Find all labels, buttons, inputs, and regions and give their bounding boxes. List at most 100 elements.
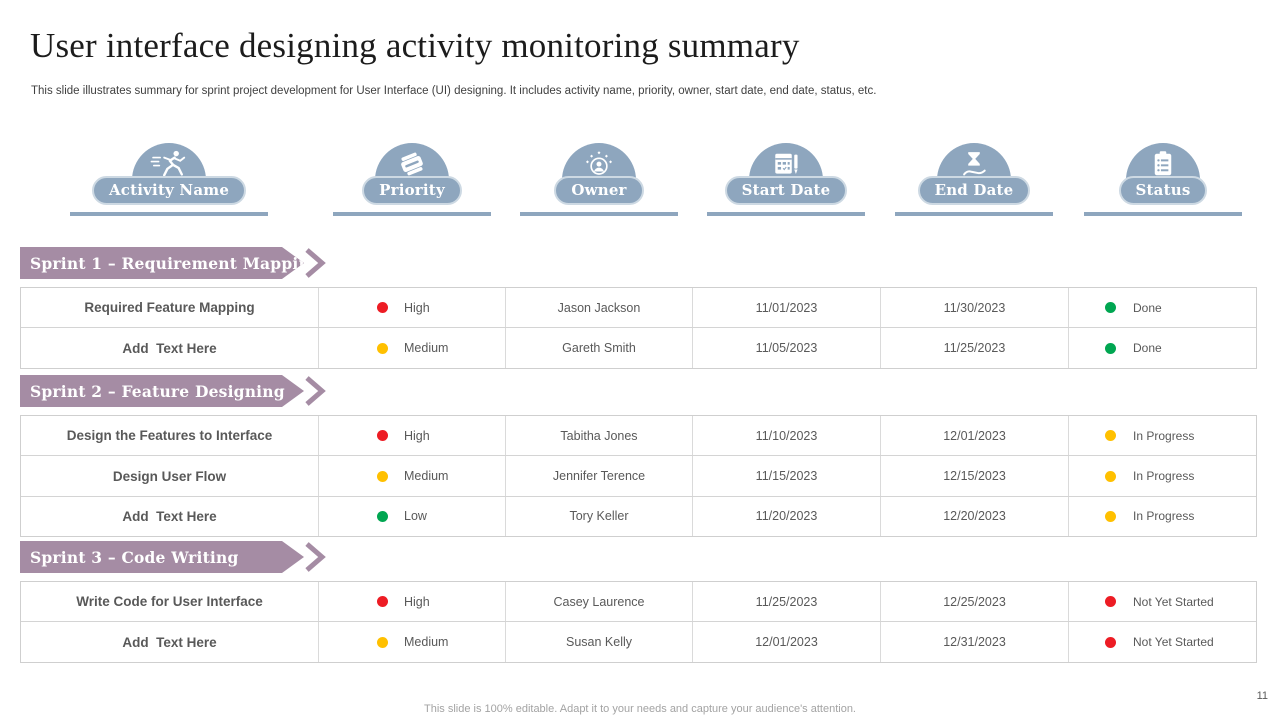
- footer-note: This slide is 100% editable. Adapt it to…: [424, 703, 856, 715]
- start-date-cell: 11/10/2023: [692, 416, 880, 456]
- priority-cell: Medium: [318, 328, 505, 368]
- priority-label: High: [404, 300, 430, 315]
- column-header-end-date: End Date: [864, 143, 1084, 223]
- end-date-cell: 11/30/2023: [880, 288, 1068, 328]
- column-label-pill: Owner: [554, 176, 644, 205]
- status-label: Not Yet Started: [1133, 594, 1214, 609]
- end-date-cell: 11/25/2023: [880, 328, 1068, 368]
- start-date-cell: 11/01/2023: [692, 288, 880, 328]
- header-underline: [70, 212, 268, 216]
- priority-label: High: [404, 594, 430, 609]
- header-underline: [520, 212, 678, 216]
- table-row: Required Feature Mapping High Jason Jack…: [21, 288, 1256, 328]
- sprint-1-table: Required Feature Mapping High Jason Jack…: [20, 287, 1257, 369]
- activity-name-cell: Design the Features to Interface: [66, 428, 273, 444]
- priority-dot: [377, 342, 388, 354]
- start-date-cell: 11/25/2023: [692, 582, 880, 622]
- status-cell: Not Yet Started: [1068, 622, 1256, 662]
- status-label: In Progress: [1133, 509, 1195, 524]
- page-number: 11: [1256, 690, 1268, 702]
- status-dot: [1105, 342, 1116, 354]
- priority-dot: [377, 430, 388, 442]
- owner-cell: Jennifer Terence: [505, 456, 692, 496]
- status-dot: [1105, 596, 1116, 608]
- end-date-cell: 12/15/2023: [880, 456, 1068, 496]
- priority-cell: High: [318, 582, 505, 622]
- page-title: User interface designing activity monito…: [30, 26, 800, 65]
- calendar-pencil-icon: [775, 153, 798, 174]
- status-cell: Done: [1068, 288, 1256, 328]
- status-label: Not Yet Started: [1133, 635, 1214, 650]
- slide-subtitle: This slide illustrates summary for sprin…: [31, 85, 877, 97]
- activity-name-cell: Write Code for User Interface: [76, 594, 263, 610]
- priority-dot: [377, 510, 388, 522]
- activity-name-cell: Design User Flow: [112, 468, 227, 484]
- priority-dot: [377, 470, 388, 482]
- sprint-1-banner: Sprint 1 – Requirement Mapping: [20, 247, 304, 279]
- header-underline: [895, 212, 1053, 216]
- priority-cell: High: [318, 416, 505, 456]
- start-date-cell: 12/01/2023: [692, 622, 880, 662]
- activity-name-cell: Required Feature Mapping: [84, 300, 255, 316]
- status-cell: Not Yet Started: [1068, 582, 1256, 622]
- activity-name-cell: Add Text Here: [122, 508, 217, 524]
- owner-cell: Susan Kelly: [505, 622, 692, 662]
- priority-cell: Low: [318, 496, 505, 537]
- owner-cell: Casey Laurence: [505, 582, 692, 622]
- column-header-priority: Priority: [302, 143, 522, 223]
- status-cell: In Progress: [1068, 456, 1256, 496]
- table-row: Design the Features to Interface High Ta…: [21, 416, 1256, 456]
- status-cell: Done: [1068, 328, 1256, 368]
- table-row: Write Code for User Interface High Casey…: [21, 582, 1256, 622]
- table-row: Add Text Here Medium Susan Kelly 12/01/2…: [21, 621, 1256, 662]
- sprint-1-label: Sprint 1 – Requirement Mapping: [30, 253, 321, 273]
- end-date-cell: 12/01/2023: [880, 416, 1068, 456]
- sprint-2-table: Design the Features to Interface High Ta…: [20, 415, 1257, 538]
- column-label: Owner: [571, 181, 627, 199]
- column-label: Start Date: [741, 181, 831, 199]
- column-label: End Date: [934, 181, 1014, 199]
- status-dot: [1105, 302, 1116, 314]
- column-label-pill: End Date: [917, 176, 1031, 205]
- status-dot: [1105, 470, 1116, 482]
- status-dot: [1105, 510, 1116, 522]
- sprint-3-table: Write Code for User Interface High Casey…: [20, 581, 1257, 663]
- column-header-status: Status: [1053, 143, 1273, 223]
- priority-label: Medium: [404, 341, 449, 356]
- banner-chevron-icon: [305, 248, 326, 278]
- column-label-pill: Start Date: [724, 176, 848, 205]
- sprint-3-label: Sprint 3 – Code Writing: [30, 547, 239, 567]
- start-date-cell: 11/15/2023: [692, 456, 880, 496]
- priority-dot: [377, 596, 388, 608]
- status-dot: [1105, 430, 1116, 442]
- owner-cell: Jason Jackson: [505, 288, 692, 328]
- priority-cell: High: [318, 288, 505, 328]
- column-label-pill: Activity Name: [91, 176, 247, 205]
- sprint-2-label: Sprint 2 – Feature Designing: [30, 381, 285, 401]
- hourglass-hand-icon: [963, 152, 986, 176]
- status-label: Done: [1133, 341, 1162, 356]
- priority-label: Low: [404, 509, 427, 524]
- end-date-cell: 12/25/2023: [880, 582, 1068, 622]
- priority-dot: [377, 636, 388, 648]
- header-underline: [707, 212, 865, 216]
- column-label-pill: Priority: [362, 176, 462, 205]
- end-date-cell: 12/31/2023: [880, 622, 1068, 662]
- owner-cell: Tabitha Jones: [505, 416, 692, 456]
- activity-name-cell: Add Text Here: [122, 634, 217, 650]
- priority-stamp-icon: [401, 152, 423, 176]
- table-row: Add Text Here Medium Gareth Smith 11/05/…: [21, 327, 1256, 368]
- running-person-icon: [150, 150, 186, 177]
- end-date-cell: 12/20/2023: [880, 496, 1068, 537]
- clipboard-checklist-icon: [1154, 151, 1172, 176]
- column-label-pill: Status: [1118, 176, 1208, 205]
- table-row: Design User Flow Medium Jennifer Terence…: [21, 455, 1256, 496]
- status-dot: [1105, 636, 1116, 648]
- status-label: In Progress: [1133, 469, 1195, 484]
- priority-cell: Medium: [318, 622, 505, 662]
- sprint-2-banner: Sprint 2 – Feature Designing: [20, 375, 304, 407]
- column-label: Status: [1135, 181, 1191, 199]
- priority-cell: Medium: [318, 456, 505, 496]
- status-cell: In Progress: [1068, 496, 1256, 537]
